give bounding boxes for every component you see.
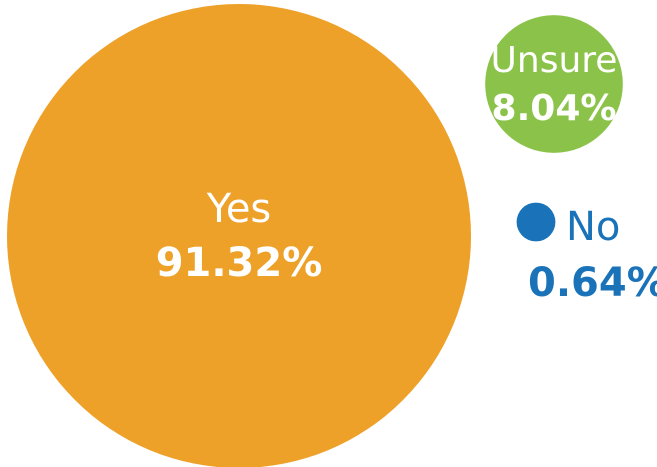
bubble-value-yes: 91.32%	[156, 240, 323, 286]
bubble-no	[516, 202, 556, 242]
bubble-unsure	[485, 15, 623, 153]
bubble-value-unsure: 8.04%	[492, 88, 617, 129]
bubble-label-no: No	[566, 204, 620, 250]
bubble-yes	[7, 4, 471, 467]
bubble-label-unsure: Unsure	[491, 40, 618, 81]
bubble-value-no: 0.64%	[528, 260, 657, 306]
bubble-label-yes: Yes	[206, 186, 272, 232]
